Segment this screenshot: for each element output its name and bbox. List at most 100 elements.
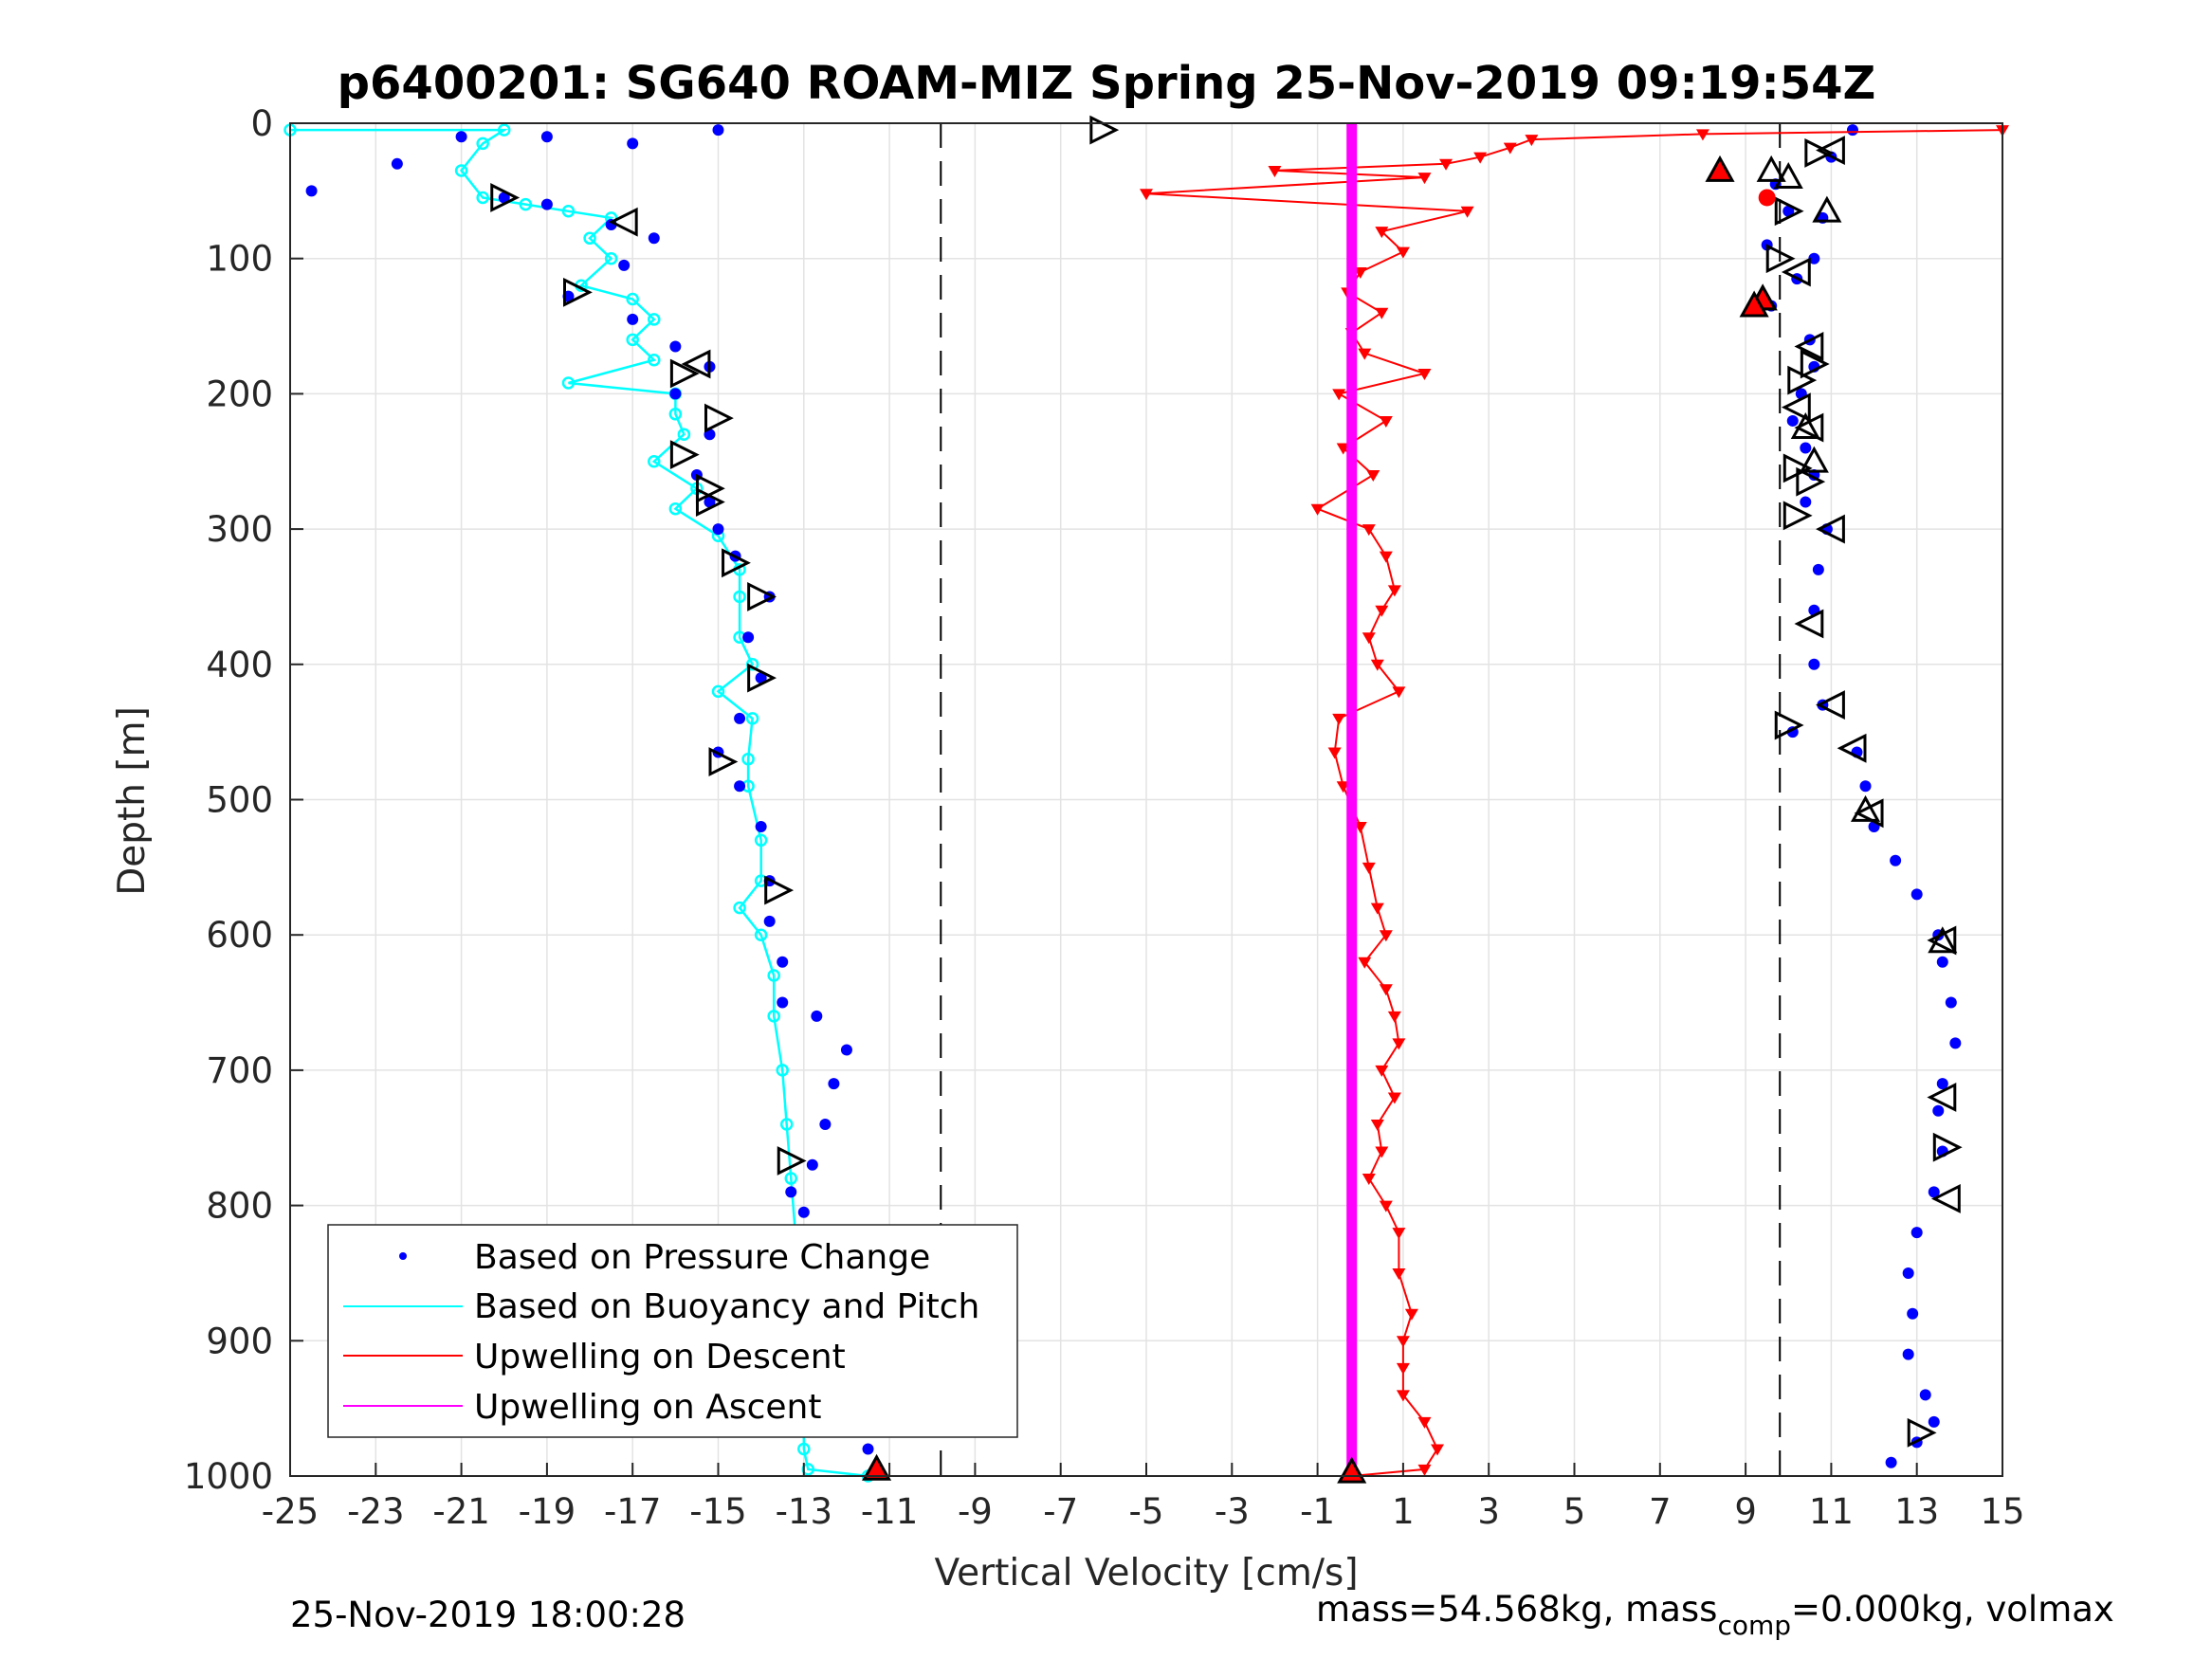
buoyancy-pitch-point	[476, 137, 489, 151]
buoyancy-pitch-point	[626, 292, 639, 306]
pressure-change-point	[811, 1010, 823, 1022]
upwelling-descent-point	[1366, 470, 1380, 483]
upwelling-descent-point	[1332, 389, 1346, 401]
red-triangle-marker	[1705, 155, 1735, 182]
open-triangle-marker	[1781, 392, 1811, 423]
upwelling-descent-point	[1362, 862, 1376, 874]
x-tick-label: -7	[1043, 1491, 1078, 1532]
pressure-change-point	[540, 131, 553, 143]
pressure-change-point	[1928, 1186, 1940, 1198]
x-tick-label: -11	[861, 1491, 918, 1532]
upwelling-descent-point	[1460, 206, 1474, 218]
buoyancy-pitch-point	[476, 191, 489, 205]
y-tick-label: 600	[206, 915, 273, 956]
upwelling-descent-point	[1362, 632, 1376, 645]
pressure-change-point	[763, 915, 776, 927]
upwelling-descent-point	[1370, 1119, 1384, 1131]
upwelling-descent-point	[1379, 1200, 1393, 1212]
chart-title: p6400201: SG640 ROAM-MIZ Spring 25-Nov-2…	[338, 57, 1876, 110]
pressure-change-point	[712, 523, 724, 536]
open-triangle-marker	[1774, 196, 1804, 227]
buoyancy-pitch-point	[604, 251, 618, 265]
upwelling-descent-point	[1417, 1464, 1432, 1476]
y-tick-label: 400	[206, 645, 273, 685]
pressure-change-point	[391, 157, 403, 170]
upwelling-descent-point	[1417, 173, 1432, 185]
footer-timestamp: 25-Nov-2019 18:00:28	[290, 1595, 686, 1635]
open-triangle-marker	[747, 582, 777, 611]
legend-label-pressure: Based on Pressure Change	[474, 1238, 930, 1277]
red-triangle-marker	[862, 1453, 892, 1481]
pressure-change-point	[669, 340, 682, 353]
footer-mass-suffix: =0.000kg, volmax	[1791, 1589, 2114, 1630]
upwelling-descent-point	[1370, 659, 1384, 671]
pressure-change-point	[1808, 252, 1820, 264]
open-triangle-marker	[722, 548, 751, 578]
buoyancy-pitch-point	[677, 428, 691, 441]
pressure-change-point	[1949, 1037, 1962, 1049]
upwelling-descent-point	[1375, 1065, 1389, 1077]
buoyancy-pitch-point	[454, 164, 468, 177]
pressure-change-point	[669, 388, 682, 400]
open-triangle-marker	[708, 747, 739, 776]
upwelling-descent-point	[1404, 1308, 1418, 1321]
buoyancy-pitch-point	[767, 1010, 780, 1023]
pressure-change-point	[1945, 996, 1957, 1009]
pressure-change-point	[819, 1118, 832, 1130]
pressure-change-point	[1902, 1267, 1914, 1279]
upwelling-descent-point	[1525, 135, 1539, 147]
legend-label-buoyancy: Based on Buoyancy and Pitch	[474, 1287, 979, 1326]
pressure-change-point	[627, 313, 639, 325]
legend-label-descent: Upwelling on Descent	[474, 1338, 846, 1376]
upwelling-descent-point	[1268, 165, 1282, 177]
upwelling-descent-point	[1396, 1390, 1410, 1402]
pressure-change-point	[1782, 205, 1795, 217]
open-triangle-marker	[1927, 925, 1957, 956]
pressure-change-point	[305, 185, 318, 197]
buoyancy-pitch-point	[754, 833, 768, 848]
pressure-change-point	[734, 712, 746, 724]
red-triangle-marker	[1739, 290, 1769, 318]
upwelling-descent-point	[1387, 1092, 1401, 1104]
open-triangle-marker	[1787, 365, 1818, 395]
upwelling-descent-point	[1353, 822, 1367, 834]
buoyancy-pitch-point	[668, 408, 683, 421]
legend-swatch-pressure	[399, 1252, 407, 1260]
y-tick-label: 200	[206, 374, 273, 414]
upwelling-descent-point	[1396, 1336, 1410, 1348]
open-triangle-marker	[704, 403, 734, 433]
buoyancy-pitch-point	[733, 901, 746, 915]
open-triangle-marker	[1799, 446, 1829, 473]
pressure-change-point	[755, 672, 767, 684]
x-tick-label: 15	[1980, 1491, 2024, 1532]
x-tick-label: -25	[262, 1491, 319, 1532]
x-tick-label: -23	[347, 1491, 404, 1532]
pressure-change-point	[627, 137, 639, 150]
upwelling-descent-point	[1387, 585, 1401, 597]
pressure-change-point	[712, 124, 724, 137]
pressure-change-point	[862, 1443, 874, 1455]
pressure-change-point	[498, 191, 510, 204]
x-tick-label: -13	[776, 1491, 832, 1532]
open-triangle-marker	[1907, 1417, 1937, 1448]
open-triangle-marker	[1816, 514, 1845, 544]
legend-box	[327, 1224, 1018, 1438]
buoyancy-pitch-point	[561, 376, 576, 390]
open-triangle-marker	[1781, 257, 1811, 287]
x-tick-label: 13	[1894, 1491, 1939, 1532]
buoyancy-pitch-point	[498, 123, 511, 137]
pressure-change-point	[785, 1186, 797, 1198]
pressure-change-point	[1812, 563, 1824, 575]
y-tick-label: 500	[206, 780, 273, 821]
buoyancy-pitch-point	[668, 501, 683, 516]
pressure-change-point	[1859, 780, 1872, 793]
upwelling-descent-point	[1310, 503, 1325, 516]
open-triangle-marker	[1837, 733, 1867, 763]
buoyancy-pitch-point	[626, 333, 639, 347]
upwelling-descent-point	[1417, 1416, 1432, 1429]
upwelling-descent-point	[1392, 1228, 1406, 1240]
upwelling-descent-point	[1375, 227, 1389, 239]
x-tick-label: -21	[432, 1491, 489, 1532]
upwelling-descent-point	[1473, 152, 1488, 164]
upwelling-descent-point	[1695, 129, 1709, 141]
